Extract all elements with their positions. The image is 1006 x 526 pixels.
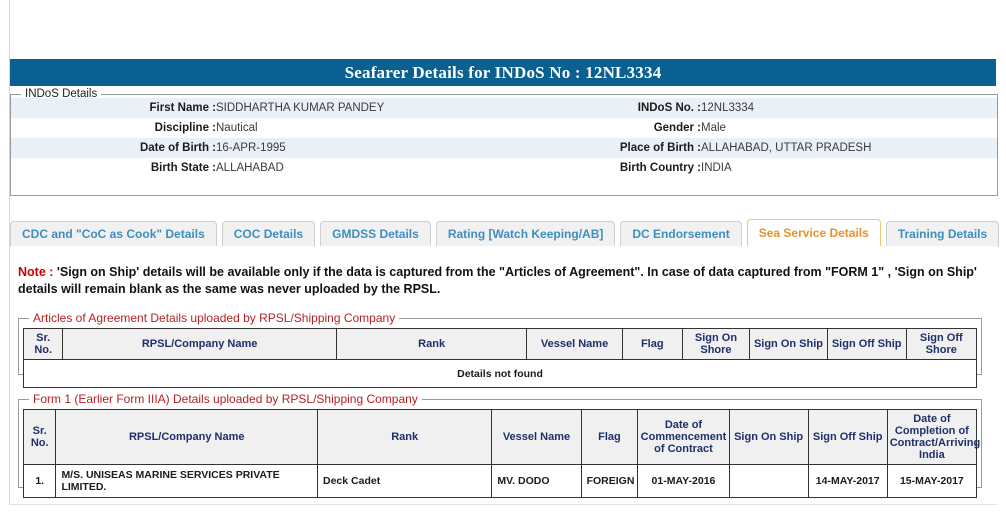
date-of-birth-label: Date of Birth : xyxy=(11,138,216,158)
cell-flag: FOREIGN xyxy=(580,464,639,498)
cell-sign-off-ship: 14-MAY-2017 xyxy=(807,464,888,498)
cell-sign-on-ship xyxy=(728,464,809,498)
discipline-value: Nautical xyxy=(216,122,258,134)
details-tab-bar: CDC and "CoC as Cook" Details COC Detail… xyxy=(10,217,1000,247)
discipline-label: Discipline : xyxy=(154,122,216,134)
articles-of-agreement-table-wrap: Sr. No. RPSL/Company Name Rank Vessel Na… xyxy=(19,325,981,392)
indos-no-value: 12NL3334 xyxy=(701,98,997,118)
cell-rank: Deck Cadet xyxy=(316,464,493,498)
col-vessel-name: Vessel Name xyxy=(491,409,582,465)
table-header-row: Sr. No. RPSL/Company Name Rank Vessel Na… xyxy=(22,328,978,360)
form1-table-wrap: Sr. No. RPSL/Company Name Rank Vessel Nam… xyxy=(19,406,981,502)
cell-completion: 15-MAY-2017 xyxy=(886,464,978,498)
tab-coc-details[interactable]: COC Details xyxy=(221,221,316,247)
table-row: 1. M/S. UNISEAS MARINE SERVICES PRIVATE … xyxy=(22,464,978,498)
cell-commencement: 01-MAY-2016 xyxy=(637,464,730,498)
birth-country-label: Birth Country : xyxy=(619,162,701,174)
tab-gmdss-details[interactable]: GMDSS Details xyxy=(320,221,431,247)
indos-row: Birth State : ALLAHABAD Birth Country : … xyxy=(11,158,997,178)
indos-details-panel: INDoS Details First Name : SIDDHARTHA KU… xyxy=(10,88,998,196)
birth-state-label: Birth State : xyxy=(150,162,216,174)
form1-table: Sr. No. RPSL/Company Name Rank Vessel Nam… xyxy=(22,409,980,498)
cell-sr-no: 1. xyxy=(22,464,57,498)
first-name-value: SIDDHARTHA KUMAR PANDEY xyxy=(216,98,511,118)
birth-state-value: ALLAHABAD xyxy=(216,162,284,174)
col-sign-off-ship: Sign Off Ship xyxy=(807,409,888,465)
articles-of-agreement-panel: Articles of Agreement Details uploaded b… xyxy=(18,311,982,388)
col-sign-off-ship: Sign Off Ship xyxy=(826,328,907,360)
col-sign-on-shore: Sign On Shore xyxy=(681,328,751,360)
birth-country-value: INDIA xyxy=(701,162,732,174)
gender-value: Male xyxy=(701,122,726,134)
col-rank: Rank xyxy=(316,409,493,465)
first-name-label: First Name : xyxy=(11,98,216,118)
col-rank: Rank xyxy=(335,328,528,360)
form1-details-panel: Form 1 (Earlier Form IIIA) Details uploa… xyxy=(18,392,982,498)
col-sr-no: Sr. No. xyxy=(22,409,57,465)
col-vessel-name: Vessel Name xyxy=(526,328,623,360)
indos-row: Discipline : Nautical Gender : Male xyxy=(11,118,997,138)
articles-of-agreement-table: Sr. No. RPSL/Company Name Rank Vessel Na… xyxy=(22,328,978,388)
indos-no-label: INDoS No. : xyxy=(511,98,701,118)
col-flag: Flag xyxy=(621,328,683,360)
place-of-birth-value: ALLAHABAD, UTTAR PRADESH xyxy=(701,138,997,158)
tab-rating-watch-keeping-ab[interactable]: Rating [Watch Keeping/AB] xyxy=(435,221,616,247)
note-text: 'Sign on Ship' details will be available… xyxy=(18,265,977,296)
indos-row: Date of Birth : 16-APR-1995 Place of Bir… xyxy=(11,138,997,158)
cell-company-name: M/S. UNISEAS MARINE SERVICES PRIVATE LIM… xyxy=(55,464,318,498)
col-sign-on-ship: Sign On Ship xyxy=(728,409,809,465)
col-sr-no: Sr. No. xyxy=(22,328,64,360)
sign-on-ship-note: Note : 'Sign on Ship' details will be av… xyxy=(18,264,980,298)
table-empty-row: Details not found xyxy=(23,359,977,388)
indos-details-table: First Name : SIDDHARTHA KUMAR PANDEY IND… xyxy=(11,98,997,178)
page-title: Seafarer Details for INDoS No : 12NL3334 xyxy=(10,59,996,86)
tab-training-details[interactable]: Training Details xyxy=(885,221,1000,247)
table-header-row: Sr. No. RPSL/Company Name Rank Vessel Nam… xyxy=(22,409,980,465)
col-sign-on-ship: Sign On Ship xyxy=(749,328,828,360)
details-not-found-message: Details not found xyxy=(23,359,977,388)
col-company-name: RPSL/Company Name xyxy=(62,328,337,360)
date-of-birth-value: 16-APR-1995 xyxy=(216,138,511,158)
note-keyword: Note : xyxy=(18,265,54,279)
tab-bar-underline xyxy=(10,246,996,247)
form1-details-legend: Form 1 (Earlier Form IIIA) Details uploa… xyxy=(33,392,418,406)
indos-details-legend: INDoS Details xyxy=(25,88,98,100)
indos-row: First Name : SIDDHARTHA KUMAR PANDEY IND… xyxy=(11,98,997,118)
place-of-birth-label: Place of Birth : xyxy=(511,138,701,158)
articles-of-agreement-legend: Articles of Agreement Details uploaded b… xyxy=(33,311,396,325)
gender-label: Gender : xyxy=(653,122,701,134)
page-left-rule xyxy=(9,0,10,505)
col-date-of-completion-of-contract: Date of Completion of Contract/Arriving … xyxy=(886,409,980,465)
col-date-of-commencement-of-contract: Date of Commencement of Contract xyxy=(637,409,730,465)
tab-cdc-coc-as-cook-details[interactable]: CDC and "CoC as Cook" Details xyxy=(10,221,217,247)
cell-vessel-name: MV. DODO xyxy=(491,464,582,498)
col-sign-off-shore: Sign Off Shore xyxy=(905,328,978,360)
tab-dc-endorsement[interactable]: DC Endorsement xyxy=(620,221,742,247)
col-flag: Flag xyxy=(580,409,639,465)
page-bottom-rule xyxy=(9,504,997,505)
col-company-name: RPSL/Company Name xyxy=(55,409,318,465)
tab-sea-service-details[interactable]: Sea Service Details xyxy=(746,219,881,247)
